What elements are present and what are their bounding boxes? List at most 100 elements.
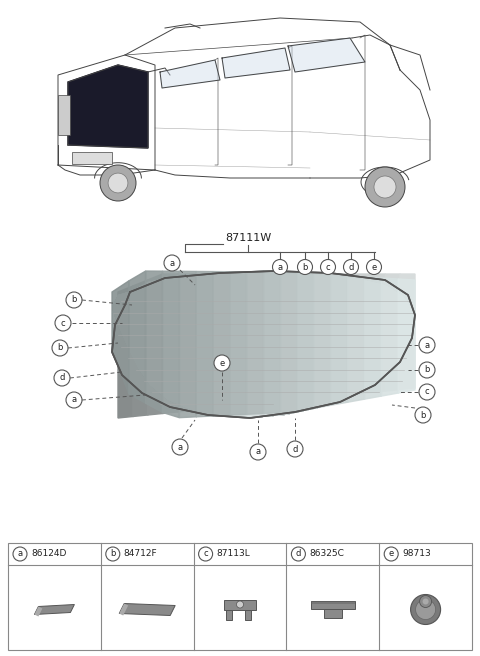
Polygon shape — [356, 274, 371, 394]
PathPatch shape — [112, 273, 415, 418]
Polygon shape — [222, 48, 290, 78]
Polygon shape — [192, 274, 207, 411]
Polygon shape — [119, 604, 128, 615]
Polygon shape — [280, 272, 297, 413]
Text: 98713: 98713 — [402, 550, 431, 558]
Polygon shape — [112, 271, 415, 418]
Bar — [58, 95, 70, 135]
Polygon shape — [264, 271, 280, 413]
Polygon shape — [35, 607, 42, 617]
PathPatch shape — [112, 273, 415, 418]
Polygon shape — [213, 272, 230, 416]
Polygon shape — [341, 274, 356, 396]
PathPatch shape — [112, 273, 415, 418]
Bar — [8, 543, 472, 650]
Polygon shape — [112, 281, 129, 394]
Text: b: b — [302, 262, 308, 272]
Polygon shape — [297, 273, 314, 411]
Text: e: e — [372, 262, 377, 272]
Polygon shape — [311, 274, 326, 398]
Circle shape — [291, 547, 305, 561]
Text: a: a — [17, 550, 23, 558]
Circle shape — [321, 260, 336, 274]
Circle shape — [287, 441, 303, 457]
Polygon shape — [311, 600, 355, 604]
Polygon shape — [226, 609, 232, 619]
Polygon shape — [314, 274, 331, 408]
Circle shape — [55, 315, 71, 331]
Polygon shape — [163, 271, 180, 418]
Circle shape — [422, 598, 429, 604]
PathPatch shape — [112, 273, 415, 418]
Polygon shape — [180, 272, 196, 418]
Text: a: a — [277, 262, 283, 272]
Polygon shape — [207, 274, 222, 409]
Polygon shape — [230, 272, 247, 415]
Text: 86325C: 86325C — [310, 550, 344, 558]
Polygon shape — [324, 609, 342, 617]
Polygon shape — [224, 600, 256, 609]
Circle shape — [214, 355, 230, 371]
Polygon shape — [237, 274, 252, 406]
Text: 87111W: 87111W — [225, 233, 271, 243]
Polygon shape — [163, 274, 178, 413]
Circle shape — [52, 340, 68, 356]
Text: e: e — [389, 550, 394, 558]
PathPatch shape — [112, 273, 415, 418]
Polygon shape — [35, 604, 74, 615]
Circle shape — [416, 600, 435, 619]
Bar — [72, 152, 112, 164]
Polygon shape — [118, 286, 133, 418]
PathPatch shape — [112, 273, 415, 418]
Text: a: a — [72, 396, 77, 405]
Polygon shape — [247, 271, 264, 415]
Text: d: d — [348, 262, 354, 272]
Text: b: b — [57, 344, 63, 352]
Circle shape — [298, 260, 312, 274]
Text: a: a — [178, 443, 182, 451]
Polygon shape — [178, 274, 192, 412]
Circle shape — [199, 547, 213, 561]
Polygon shape — [381, 278, 398, 396]
Polygon shape — [252, 274, 266, 405]
Circle shape — [108, 173, 128, 193]
Circle shape — [54, 370, 70, 386]
PathPatch shape — [112, 273, 415, 418]
Polygon shape — [348, 276, 364, 402]
Polygon shape — [222, 274, 237, 407]
Polygon shape — [385, 274, 400, 391]
Circle shape — [13, 547, 27, 561]
PathPatch shape — [112, 273, 415, 418]
Text: c: c — [204, 550, 208, 558]
Circle shape — [420, 596, 432, 607]
Polygon shape — [296, 274, 311, 400]
Polygon shape — [245, 609, 251, 619]
Circle shape — [374, 176, 396, 198]
Circle shape — [410, 594, 441, 625]
Circle shape — [66, 292, 82, 308]
Circle shape — [100, 165, 136, 201]
Polygon shape — [400, 274, 415, 390]
PathPatch shape — [112, 273, 415, 418]
Circle shape — [164, 255, 180, 271]
Polygon shape — [129, 271, 145, 403]
PathPatch shape — [112, 273, 415, 418]
PathPatch shape — [112, 273, 415, 418]
Text: 87113L: 87113L — [216, 550, 251, 558]
Polygon shape — [266, 274, 281, 403]
Polygon shape — [145, 271, 163, 413]
Text: d: d — [292, 445, 298, 453]
PathPatch shape — [112, 273, 415, 418]
Text: a: a — [169, 258, 175, 268]
Polygon shape — [119, 604, 175, 615]
PathPatch shape — [112, 273, 415, 418]
Text: d: d — [60, 373, 65, 382]
Polygon shape — [371, 274, 385, 392]
PathPatch shape — [112, 273, 415, 418]
Circle shape — [419, 362, 435, 378]
PathPatch shape — [112, 273, 415, 418]
Text: 86124D: 86124D — [31, 550, 66, 558]
Text: b: b — [420, 411, 426, 419]
Circle shape — [367, 260, 382, 274]
Polygon shape — [311, 600, 355, 609]
